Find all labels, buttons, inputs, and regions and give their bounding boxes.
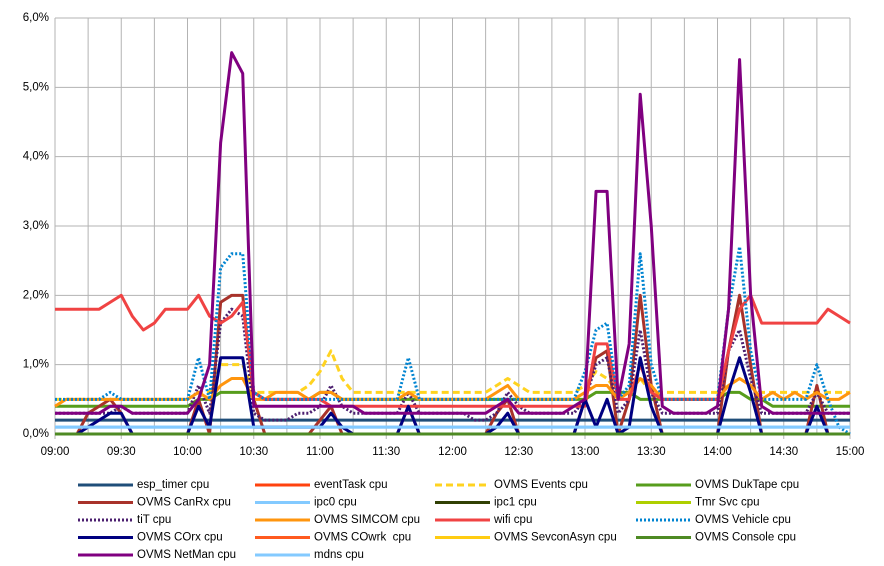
y-tick-label: 5,0% [23,81,49,93]
legend-label: OVMS COwrk cpu [314,532,411,544]
x-tick-label: 12:30 [504,446,533,458]
legend-label: ipc1 cpu [494,497,537,509]
legend: esp_timer cpu eventTask cpu OVMS Events cp… [78,479,799,561]
series-line [55,51,850,415]
legend-label: OVMS SIMCOM cpu [314,514,420,526]
y-tick-label: 0,0% [23,428,49,440]
plot-lines [54,51,851,436]
x-tick-label: 13:30 [637,446,666,458]
legend-label: ipc0 cpu [314,497,357,509]
grid: 0,0% 1,0% 2,0% 3,0% 4,0% 5,0% 6,0% 09:00 09:30 10… [23,12,865,458]
legend-label: OVMS DukTape cpu [695,479,799,491]
x-tick-label: 09:00 [41,446,70,458]
legend-label: OVMS CanRx cpu [137,497,231,509]
legend-label: OVMS Events cpu [494,479,588,491]
x-tick-label: 15:00 [836,446,865,458]
x-tick-label: 14:30 [769,446,798,458]
x-tick-label: 10:30 [239,446,268,458]
y-tick-label: 3,0% [23,220,49,232]
legend-label: eventTask cpu [314,479,388,491]
x-tick-label: 12:00 [438,446,467,458]
y-tick-label: 6,0% [23,12,49,24]
legend-label: tiT cpu [137,514,171,526]
x-tick-label: 09:30 [107,446,136,458]
legend-label: esp_timer cpu [137,479,209,491]
x-tick-label: 10:00 [173,446,202,458]
legend-label: OVMS Vehicle cpu [695,514,791,526]
legend-label: mdns cpu [314,549,364,561]
legend-label: OVMS NetMan cpu [137,549,236,561]
y-tick-label: 4,0% [23,151,49,163]
legend-label: OVMS SevconAsyn cpu [494,532,617,544]
legend-label: OVMS COrx cpu [137,532,223,544]
x-tick-label: 14:00 [703,446,732,458]
x-tick-label: 11:30 [372,446,400,458]
x-tick-label: 11:00 [306,446,334,458]
legend-label: OVMS Console cpu [695,532,796,544]
legend-label: Tmr Svc cpu [695,497,760,509]
y-tick-label: 2,0% [23,289,49,301]
y-tick-label: 1,0% [23,359,49,371]
legend-label: wifi cpu [493,514,532,526]
x-tick-label: 13:00 [571,446,600,458]
